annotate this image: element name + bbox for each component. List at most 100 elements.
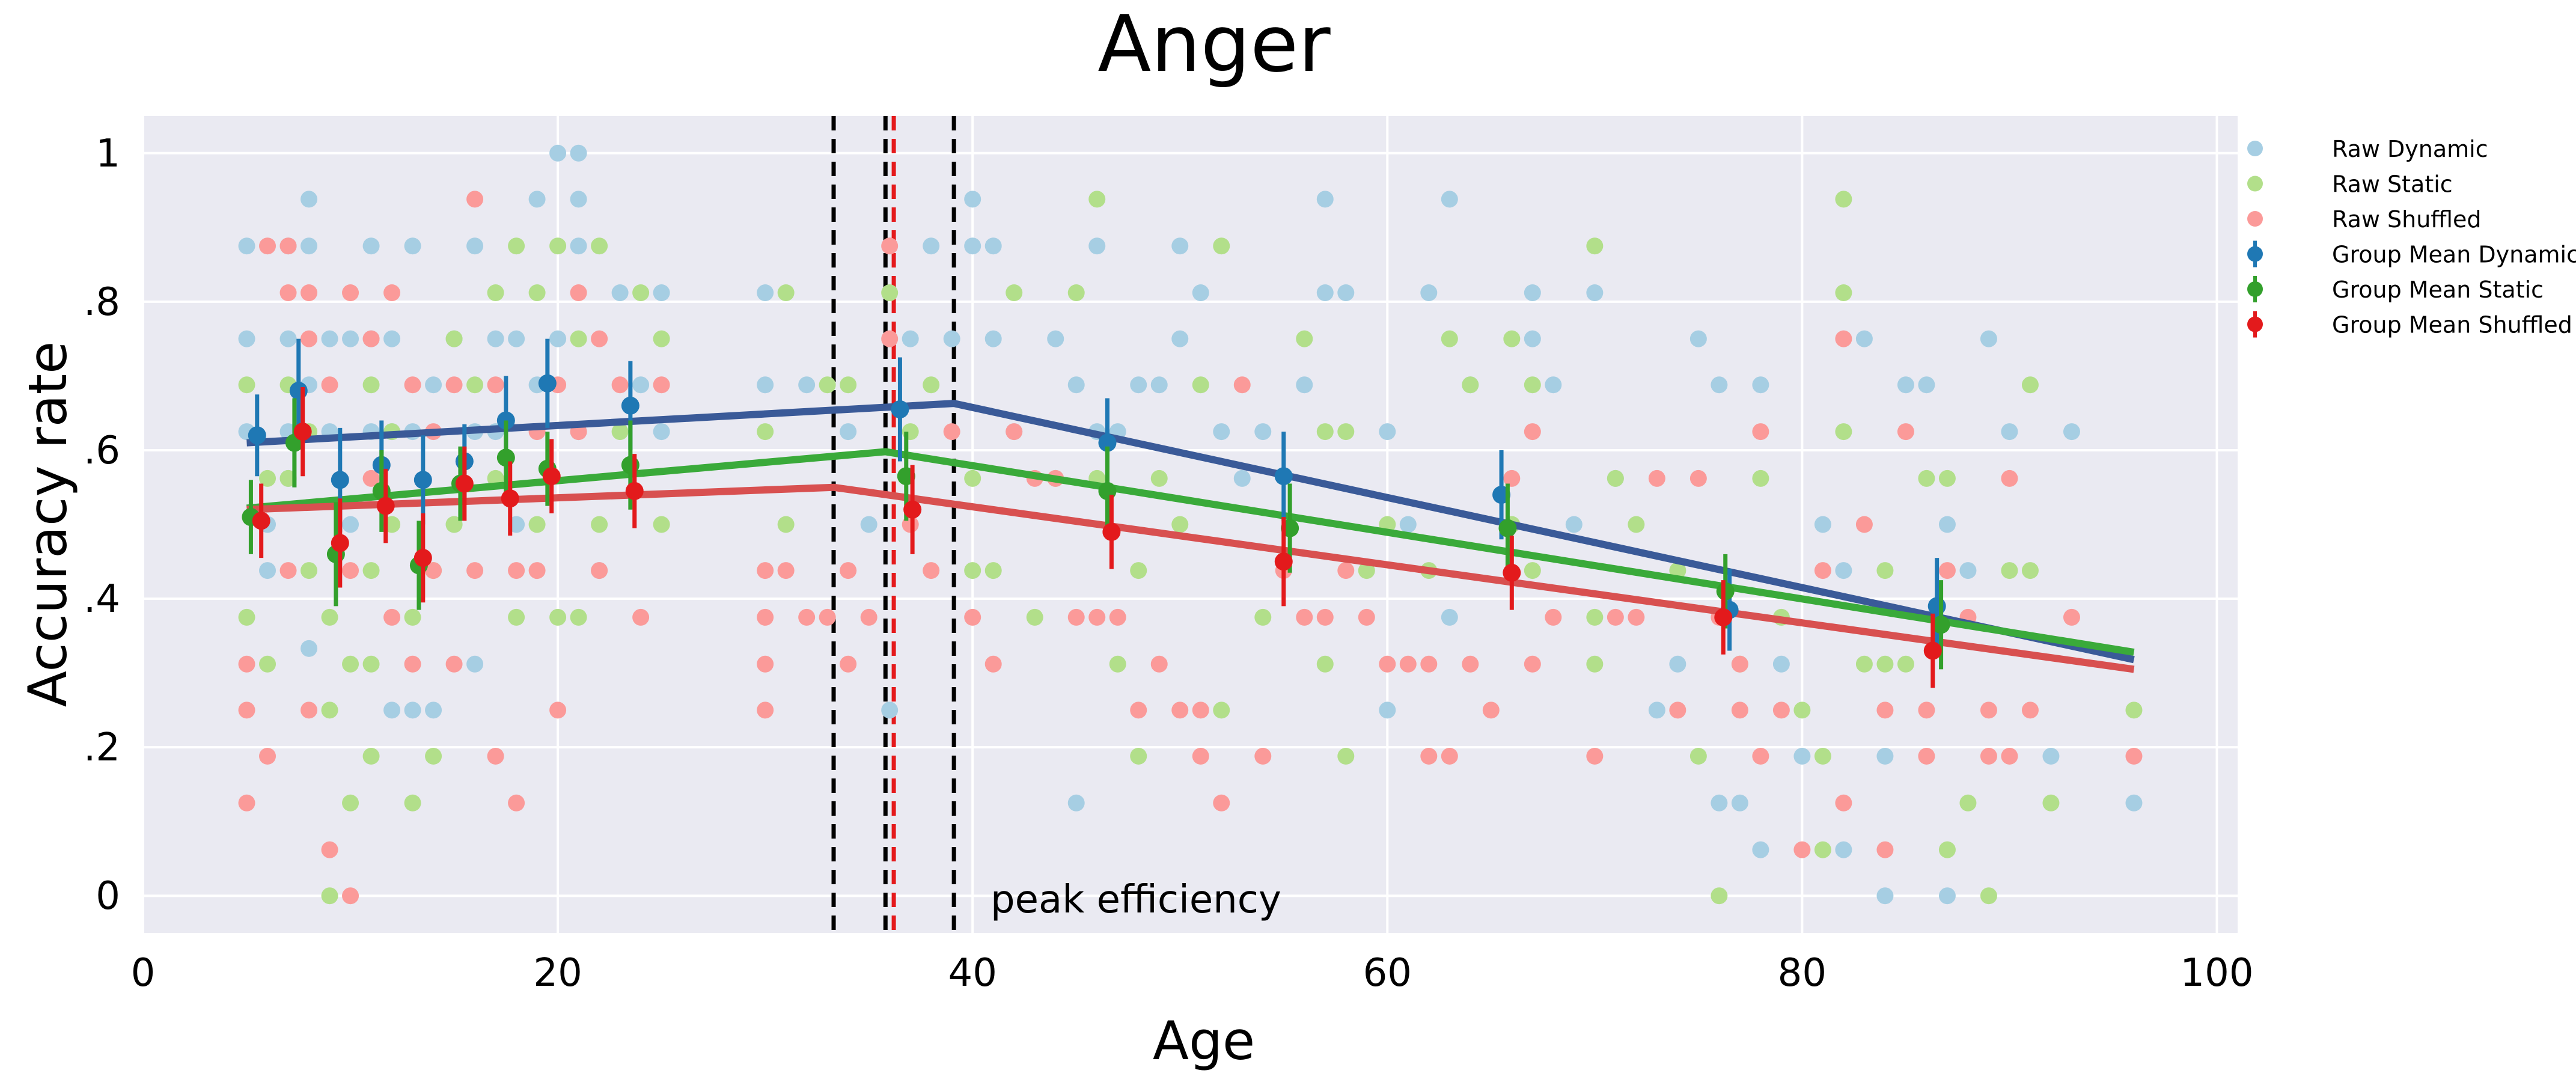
raw-point xyxy=(301,640,318,657)
raw-point xyxy=(1628,516,1645,533)
raw-point xyxy=(1835,841,1852,858)
raw-point xyxy=(2063,608,2080,626)
raw-point xyxy=(2001,423,2018,441)
raw-point xyxy=(279,237,297,255)
raw-point xyxy=(1835,794,1852,812)
raw-point xyxy=(466,376,484,394)
raw-point xyxy=(1772,702,1790,719)
mean-point xyxy=(1714,608,1733,626)
raw-point xyxy=(1316,655,1334,673)
raw-point xyxy=(425,562,442,579)
raw-point xyxy=(798,376,816,394)
raw-point xyxy=(238,655,255,673)
mean-point xyxy=(1498,519,1517,537)
raw-point xyxy=(1462,655,1479,673)
raw-point xyxy=(757,608,774,626)
raw-point xyxy=(528,284,546,302)
mean-point xyxy=(501,489,519,508)
raw-point xyxy=(1233,469,1251,487)
mean-point xyxy=(1932,616,1950,634)
raw-point xyxy=(860,516,877,533)
raw-point xyxy=(923,376,940,394)
raw-point xyxy=(1711,376,1728,394)
y-tick-label: .4 xyxy=(84,577,120,622)
x-tick-label: 80 xyxy=(1778,951,1827,995)
mean-point xyxy=(252,512,270,530)
raw-point xyxy=(1503,330,1521,347)
raw-point xyxy=(1814,562,1831,579)
raw-point xyxy=(2125,747,2143,765)
mean-point xyxy=(414,471,432,489)
raw-point xyxy=(301,284,318,302)
raw-point xyxy=(1379,423,1396,441)
raw-point xyxy=(757,655,774,673)
raw-point xyxy=(653,516,670,533)
raw-point xyxy=(1689,469,1707,487)
mean-point xyxy=(1102,522,1121,541)
raw-point xyxy=(570,191,587,208)
raw-point xyxy=(1171,330,1189,347)
raw-point xyxy=(1130,376,1147,394)
raw-point xyxy=(2021,562,2039,579)
raw-point xyxy=(1254,608,1272,626)
raw-point xyxy=(1711,887,1728,905)
raw-point xyxy=(1316,423,1334,441)
raw-point xyxy=(362,747,380,765)
chart-title: Anger xyxy=(1097,0,1331,90)
raw-point xyxy=(321,841,338,858)
raw-point xyxy=(1171,516,1189,533)
raw-point xyxy=(1130,747,1147,765)
raw-point xyxy=(1897,376,1914,394)
raw-point xyxy=(321,330,338,347)
raw-point xyxy=(984,655,1002,673)
raw-point xyxy=(549,144,567,162)
raw-point xyxy=(487,284,504,302)
raw-point xyxy=(632,284,650,302)
y-tick-label: .6 xyxy=(84,429,120,473)
raw-point xyxy=(1855,516,1873,533)
raw-point xyxy=(383,608,401,626)
raw-point xyxy=(611,284,629,302)
raw-point xyxy=(1752,469,1769,487)
raw-point xyxy=(1835,284,1852,302)
y-tick-label: 1 xyxy=(96,132,120,176)
raw-point xyxy=(1524,655,1541,673)
raw-point xyxy=(591,562,608,579)
raw-point xyxy=(570,608,587,626)
raw-point xyxy=(1524,284,1541,302)
raw-point xyxy=(1150,469,1168,487)
raw-point xyxy=(2042,747,2060,765)
raw-point xyxy=(777,516,795,533)
y-tick-label: 0 xyxy=(96,874,120,919)
raw-point xyxy=(1006,423,1023,441)
raw-point xyxy=(1088,237,1106,255)
raw-point xyxy=(549,702,567,719)
raw-point xyxy=(466,562,484,579)
raw-point xyxy=(1524,376,1541,394)
raw-point xyxy=(632,376,650,394)
raw-point xyxy=(1441,608,1458,626)
raw-point xyxy=(757,702,774,719)
raw-point xyxy=(1897,423,1914,441)
raw-point xyxy=(259,469,276,487)
raw-point xyxy=(1171,237,1189,255)
raw-point xyxy=(757,562,774,579)
legend-marker xyxy=(2247,246,2263,262)
mean-point xyxy=(376,497,395,515)
raw-point xyxy=(362,237,380,255)
raw-point xyxy=(757,376,774,394)
raw-point xyxy=(1379,702,1396,719)
raw-point xyxy=(1669,702,1686,719)
x-tick-label: 40 xyxy=(948,951,997,995)
raw-point xyxy=(362,330,380,347)
raw-point xyxy=(549,330,567,347)
legend-label: Raw Static xyxy=(2332,171,2453,198)
raw-point xyxy=(321,376,338,394)
raw-point xyxy=(1628,608,1645,626)
raw-point xyxy=(1026,608,1043,626)
raw-point xyxy=(840,655,857,673)
raw-point xyxy=(1067,608,1085,626)
raw-point xyxy=(1213,794,1230,812)
raw-point xyxy=(528,191,546,208)
